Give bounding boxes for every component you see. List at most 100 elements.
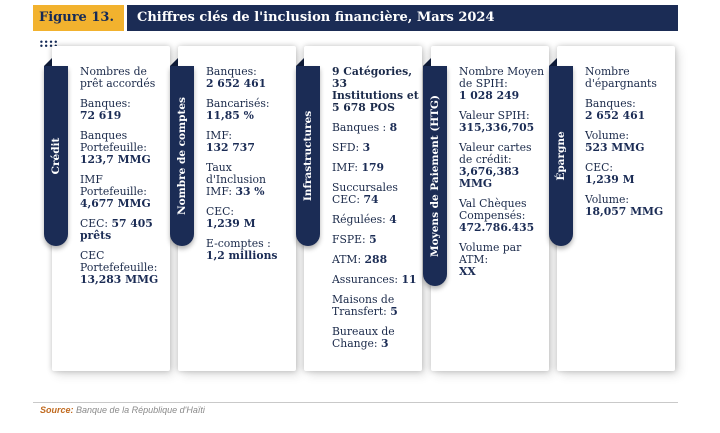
panel-ribbon: Épargne [549, 58, 573, 246]
stat-label: Banques Portefeuille: [80, 129, 147, 154]
stat-label: Volume par ATM: [459, 241, 522, 266]
stat-value: 57 405 prêts [80, 217, 153, 242]
stat-item: IMF: 132 737 [206, 130, 294, 154]
stat-value: 132 737 [206, 141, 255, 154]
stat-label: Banques: [80, 97, 131, 110]
stat-value: 3 [362, 141, 371, 154]
source-divider [33, 402, 678, 403]
stat-value: 1,2 millions [206, 249, 278, 262]
figure-title: Chiffres clés de l'inclusion financière,… [127, 5, 678, 31]
panel-items: Nombre d'épargnants Banques: 2 652 461 V… [585, 66, 673, 226]
stat-value: 4,677 MMG [80, 197, 151, 210]
panel-items: Nombre Moyen de SPIH: 1 028 249 Valeur S… [459, 66, 547, 286]
panel-items: Banques: 2 652 461 Bancarisés: 11,85 % I… [206, 66, 294, 270]
stat-label: ATM: [332, 253, 362, 266]
stat-item: Volume par ATM: XX [459, 242, 547, 278]
stat-label: Nombre d'épargnants [585, 65, 657, 90]
panel-title: Épargne [555, 131, 567, 181]
stat-value: 1 028 249 [459, 89, 520, 102]
stat-item: FSPE: 5 [332, 234, 420, 246]
panel-credit: Crédit Nombres de prêt accordés Banques:… [44, 46, 170, 371]
stat-label: Succursales CEC: [332, 181, 398, 206]
stat-label: Bureaux de Change: [332, 325, 395, 350]
stat-value: 2 652 461 [585, 109, 646, 122]
stat-label: Banques: [585, 97, 636, 110]
panel-infrastructures: Infrastructures 9 Catégories, 33 Institu… [296, 46, 422, 371]
stat-label: FSPE: [332, 233, 366, 246]
source-note: Source: Banque de la République d'Haïti [40, 405, 205, 415]
stat-label: CEC Portefefeuille: [80, 249, 158, 274]
stat-item: Volume: 18,057 MMG [585, 194, 673, 218]
stat-label: E-comptes : [206, 237, 271, 250]
stat-value: 13,283 MMG [80, 273, 159, 286]
stat-value: 74 [363, 193, 379, 206]
stat-label: Maisons de Transfert: [332, 293, 395, 318]
stat-item: CEC: 57 405 prêts [80, 218, 168, 242]
stat-item: Banques: 72 619 [80, 98, 168, 122]
panel-title: Moyens de Paiement (HTG) [429, 95, 441, 257]
stat-value: 11 [401, 273, 417, 286]
source-text: Banque de la République d'Haïti [76, 405, 205, 415]
stat-item: Nombre d'épargnants [585, 66, 673, 90]
stat-item: Valeur cartes de crédit: 3,676,383 MMG [459, 142, 547, 190]
stat-label: Assurances: [332, 273, 398, 286]
stat-value: 72 619 [80, 109, 122, 122]
panel-nombre-de-comptes: Nombre de comptes Banques: 2 652 461 Ban… [170, 46, 296, 371]
stat-item: IMF Portefeuille: 4,677 MMG [80, 174, 168, 210]
stat-value: 472.786.435 [459, 221, 535, 234]
panel-title: Crédit [50, 137, 62, 175]
stat-label: Valeur cartes de crédit: [459, 141, 532, 166]
stat-label: Régulées: [332, 213, 386, 226]
stat-label: Banques: [206, 65, 257, 78]
panel-items: 9 Catégories, 33 Institutions et 5 678 P… [332, 66, 420, 358]
stat-label: Volume: [585, 129, 629, 142]
stat-value: 123,7 MMG [80, 153, 151, 166]
stat-item: Succursales CEC: 74 [332, 182, 420, 206]
stat-item: CEC Portefefeuille: 13,283 MMG [80, 250, 168, 286]
stat-label: CEC: [585, 161, 614, 174]
stat-item: Volume: 523 MMG [585, 130, 673, 154]
stat-label: IMF: [332, 161, 359, 174]
stat-value: 1,239 M [206, 217, 256, 230]
stat-value: 18,057 MMG [585, 205, 664, 218]
stat-label: Val Chèques Compensés: [459, 197, 527, 222]
stat-item: CEC: 1,239 M [585, 162, 673, 186]
stat-value: 1,239 M [585, 173, 635, 186]
stat-value: 179 [361, 161, 385, 174]
stat-value: 8 [389, 121, 398, 134]
stat-value: 288 [364, 253, 388, 266]
stat-item: Banques: 2 652 461 [585, 98, 673, 122]
panel-items: Nombres de prêt accordés Banques: 72 619… [80, 66, 168, 294]
stat-item: Nombres de prêt accordés [80, 66, 168, 90]
stat-label: Banques : [332, 121, 387, 134]
stat-item: Val Chèques Compensés: 472.786.435 [459, 198, 547, 234]
stat-value: 523 MMG [585, 141, 645, 154]
stat-value: 33 % [235, 185, 265, 198]
stat-label: IMF: [206, 129, 233, 142]
stat-item: Assurances: 11 [332, 274, 420, 286]
stat-item: 9 Catégories, 33 Institutions et 5 678 P… [332, 66, 420, 114]
stat-item: IMF: 179 [332, 162, 420, 174]
stat-item: CEC: 1,239 M [206, 206, 294, 230]
stat-label: IMF Portefeuille: [80, 173, 147, 198]
stat-value: 5 [369, 233, 377, 246]
stat-value: XX [459, 265, 476, 278]
stat-value: 4 [389, 213, 397, 226]
panel-moyens-de-paiement: Moyens de Paiement (HTG) Nombre Moyen de… [423, 46, 549, 371]
panel-ribbon: Nombre de comptes [170, 58, 194, 246]
stat-item: Banques : 8 [332, 122, 420, 134]
stat-value: 2 652 461 [206, 77, 267, 90]
stat-value: 3,676,383 MMG [459, 165, 520, 190]
figure-label: Figure 13. :::: [33, 5, 124, 51]
stat-item: Valeur SPIH: 315,336,705 [459, 110, 547, 134]
stat-label: Nombre Moyen de SPIH: [459, 65, 545, 90]
stat-item: ATM: 288 [332, 254, 420, 266]
stat-item: Bureaux de Change: 3 [332, 326, 420, 350]
stat-item: E-comptes : 1,2 millions [206, 238, 294, 262]
stat-item: Taux d'Inclusion IMF: 33 % [206, 162, 294, 198]
stat-label: Bancarisés: [206, 97, 270, 110]
stat-value: 5 [390, 305, 398, 318]
stat-label: CEC: [80, 217, 109, 230]
stat-label: CEC: [206, 205, 235, 218]
panel-epargne: Épargne Nombre d'épargnants Banques: 2 6… [549, 46, 675, 371]
